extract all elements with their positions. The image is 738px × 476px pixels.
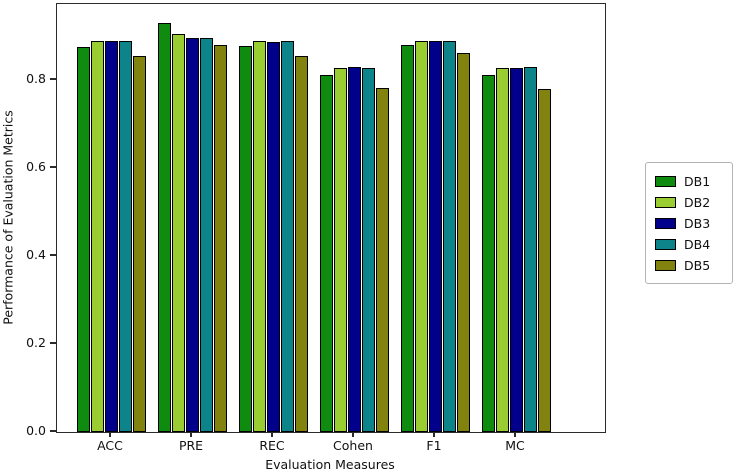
x-tick-label-Cohen: Cohen [333, 438, 373, 453]
y-tick-mark [50, 78, 56, 80]
legend-swatch-icon [655, 260, 676, 271]
x-tick-label-PRE: PRE [178, 438, 204, 453]
bar-MC-DB5 [537, 88, 551, 432]
legend-label: DB3 [684, 216, 711, 231]
legend-swatch-icon [655, 176, 676, 187]
bar-PRE-DB4 [199, 37, 213, 432]
bar-REC-DB2 [252, 40, 266, 432]
y-tick-label: 0.4 [26, 247, 46, 263]
x-tick-label-ACC: ACC [97, 438, 123, 453]
x-axis-title: Evaluation Measures [265, 457, 395, 472]
x-tick-mark [109, 432, 111, 437]
y-tick-label: 0.8 [26, 71, 46, 87]
bar-PRE-DB1 [157, 23, 171, 432]
y-tick-mark [50, 254, 56, 256]
x-tick-mark [433, 432, 435, 437]
bar-Cohen-DB5 [375, 88, 389, 432]
y-axis-title: Performance of Evaluation Metrics [0, 110, 16, 325]
bar-MC-DB2 [495, 67, 509, 432]
legend-item-DB4: DB4 [655, 234, 723, 255]
legend-item-DB2: DB2 [655, 192, 723, 213]
bar-REC-DB1 [238, 46, 252, 432]
bar-F1-DB1 [400, 45, 414, 432]
y-tick-label: 0.6 [26, 159, 46, 175]
bar-F1-DB4 [442, 40, 456, 432]
y-tick-label: 0.0 [26, 423, 46, 438]
y-tick-mark [50, 430, 56, 432]
legend-label: DB5 [684, 258, 711, 273]
x-tick-label-MC: MC [505, 438, 525, 453]
bar-PRE-DB5 [213, 45, 227, 432]
bar-MC-DB4 [523, 66, 537, 432]
legend-swatch-icon [655, 239, 676, 250]
bar-F1-DB3 [428, 40, 442, 432]
legend-item-DB3: DB3 [655, 213, 723, 234]
legend-swatch-icon [655, 197, 676, 208]
legend-label: DB4 [684, 237, 711, 252]
x-tick-label-F1: F1 [426, 438, 442, 453]
legend: DB1 DB2 DB3 DB4 DB5 [645, 162, 733, 284]
legend-item-DB1: DB1 [655, 171, 723, 192]
bar-PRE-DB2 [171, 34, 185, 432]
bar-Cohen-DB2 [333, 68, 347, 432]
bar-F1-DB2 [414, 40, 428, 432]
bar-MC-DB1 [481, 75, 495, 432]
bar-PRE-DB3 [185, 38, 199, 432]
bar-F1-DB5 [456, 52, 470, 432]
bar-ACC-DB3 [104, 40, 118, 432]
legend-label: DB2 [684, 195, 711, 210]
bar-REC-DB3 [266, 42, 280, 432]
y-tick-mark [50, 166, 56, 168]
legend-item-DB5: DB5 [655, 255, 723, 276]
bar-MC-DB3 [509, 68, 523, 432]
bar-Cohen-DB1 [319, 75, 333, 432]
y-tick-label: 0.2 [26, 335, 46, 351]
bar-Cohen-DB4 [361, 67, 375, 432]
bar-ACC-DB1 [76, 46, 90, 432]
x-tick-mark [271, 432, 273, 437]
x-tick-label-REC: REC [259, 438, 285, 453]
x-tick-mark [352, 432, 354, 437]
x-tick-mark [514, 432, 516, 437]
bar-ACC-DB4 [118, 41, 132, 432]
y-tick-mark [50, 342, 56, 344]
legend-label: DB1 [684, 174, 711, 189]
bar-REC-DB4 [280, 40, 294, 432]
bar-REC-DB5 [294, 55, 308, 432]
legend-swatch-icon [655, 218, 676, 229]
bar-ACC-DB2 [90, 40, 104, 432]
bar-Cohen-DB3 [347, 66, 361, 432]
x-tick-mark [190, 432, 192, 437]
plot-area [56, 3, 606, 433]
bar-ACC-DB5 [132, 55, 146, 432]
